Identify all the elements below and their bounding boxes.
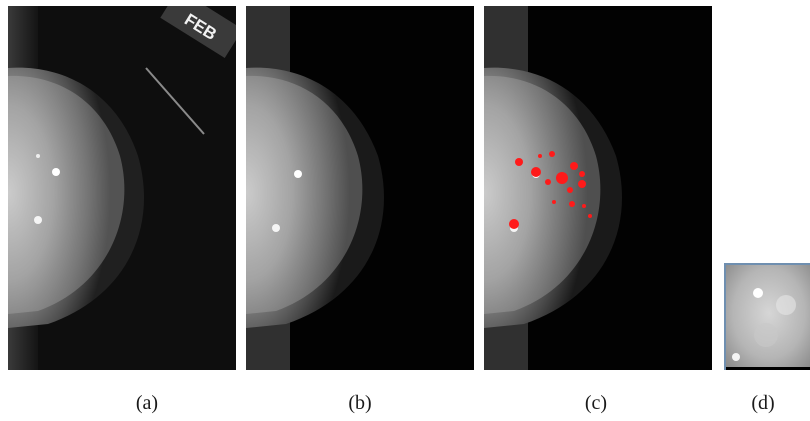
caption-b: (b) [348,392,372,414]
caption-d: (d) [751,392,775,414]
caption-c: (c) [584,392,608,414]
panel-c-mammogram-detections [484,6,712,370]
panel-b-mammogram-preprocessed [246,6,474,370]
panel-a-mammogram-original: FEB [8,6,236,370]
detection-markers [509,151,592,229]
caption-a: (a) [135,392,159,414]
panel-d-roi-patch [724,263,810,370]
